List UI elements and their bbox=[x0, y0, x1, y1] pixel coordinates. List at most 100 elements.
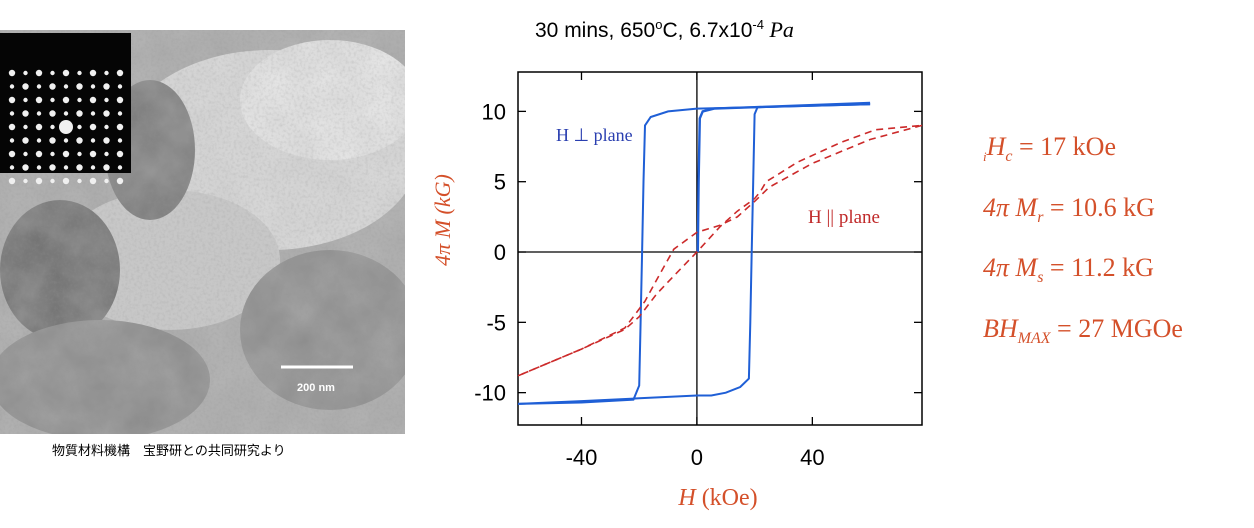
diffraction-spot bbox=[77, 178, 82, 184]
diffraction-spot bbox=[8, 150, 16, 158]
x-tick-label: 0 bbox=[691, 445, 703, 470]
diffraction-spot bbox=[22, 137, 29, 144]
diffraction-spot bbox=[104, 124, 109, 130]
diffraction-spot bbox=[103, 164, 110, 171]
property-coercivity: iHc = 17 kOe bbox=[983, 132, 1116, 166]
series-line bbox=[517, 124, 923, 377]
hysteresis-chart: 30 mins, 650oC, 6.7x10-4 Pa -40 0 40 -10 -5 0… bbox=[430, 17, 923, 511]
diffraction-spot bbox=[35, 177, 43, 185]
diffraction-spot bbox=[90, 111, 96, 116]
diffraction-spot bbox=[90, 84, 96, 89]
diffraction-spot bbox=[36, 138, 42, 143]
diffraction-spot bbox=[116, 177, 124, 185]
diffraction-spot bbox=[23, 178, 28, 184]
diffraction-spot bbox=[36, 165, 42, 170]
diffraction-spot bbox=[62, 150, 70, 158]
diffraction-spot bbox=[63, 111, 69, 116]
diffraction-spot bbox=[59, 120, 73, 134]
diffraction-spot bbox=[117, 84, 123, 89]
diffraction-spot bbox=[103, 137, 110, 144]
x-tick-label: 40 bbox=[800, 445, 824, 470]
diffraction-spot bbox=[49, 110, 56, 117]
diffraction-spot bbox=[63, 84, 69, 89]
diffraction-spot bbox=[50, 124, 55, 130]
diffraction-spot bbox=[22, 110, 29, 117]
diffraction-spot bbox=[90, 138, 96, 143]
series-line bbox=[517, 124, 923, 377]
diffraction-spot bbox=[8, 123, 16, 131]
diffraction-spot bbox=[77, 97, 82, 103]
y-tick-label: 0 bbox=[494, 240, 506, 265]
diffraction-spot bbox=[49, 137, 56, 144]
diffraction-spot bbox=[35, 96, 43, 104]
diffraction-spot bbox=[104, 97, 109, 103]
micrograph-caption: 物質材料機構 宝野研との共同研究より bbox=[52, 444, 286, 459]
diffraction-spot bbox=[117, 165, 123, 170]
property-energy-product: BHMAX = 27 MGOe bbox=[983, 314, 1183, 348]
diffraction-spot bbox=[36, 111, 42, 116]
diffraction-spot bbox=[36, 84, 42, 89]
diffraction-spot bbox=[89, 150, 97, 158]
diffraction-spot bbox=[89, 177, 97, 185]
diffraction-spot bbox=[90, 165, 96, 170]
scale-bar-label: 200 nm bbox=[297, 382, 335, 394]
diffraction-spot bbox=[117, 138, 123, 143]
diffraction-spot bbox=[9, 165, 15, 170]
y-tick-label: -10 bbox=[474, 381, 506, 406]
diffraction-spot bbox=[77, 70, 82, 76]
diffraction-spot bbox=[104, 70, 109, 76]
diffraction-spot bbox=[116, 123, 124, 131]
diffraction-spot bbox=[116, 150, 124, 158]
diffraction-spot bbox=[62, 177, 70, 185]
series-line bbox=[517, 103, 871, 405]
diffraction-spot bbox=[23, 151, 28, 157]
diffraction-spot bbox=[50, 97, 55, 103]
diffraction-spot bbox=[23, 97, 28, 103]
diffraction-spot bbox=[9, 84, 15, 89]
diffraction-spot bbox=[8, 69, 16, 77]
diffraction-spot bbox=[103, 83, 110, 90]
diffraction-spot bbox=[9, 138, 15, 143]
diffraction-spot bbox=[50, 70, 55, 76]
diffraction-spot bbox=[89, 96, 97, 104]
x-axis-label: H (kOe) bbox=[677, 485, 757, 511]
diffraction-spot bbox=[23, 70, 28, 76]
diffraction-spot bbox=[89, 69, 97, 77]
series-line bbox=[696, 101, 871, 253]
y-tick-label: -5 bbox=[486, 310, 506, 335]
diffraction-spot bbox=[35, 123, 43, 131]
diffraction-spot bbox=[63, 138, 69, 143]
x-tick-label: -40 bbox=[566, 445, 598, 470]
diffraction-spot bbox=[116, 69, 124, 77]
diffraction-spot bbox=[103, 110, 110, 117]
diffraction-spot bbox=[62, 69, 70, 77]
diffraction-spot bbox=[63, 165, 69, 170]
diffraction-spot bbox=[76, 83, 83, 90]
diffraction-spot bbox=[23, 124, 28, 130]
diffraction-spot bbox=[77, 151, 82, 157]
plot-frame bbox=[517, 71, 923, 426]
diffraction-spot bbox=[50, 151, 55, 157]
diffraction-spot bbox=[104, 178, 109, 184]
diffraction-spot bbox=[8, 96, 16, 104]
tem-micrograph: 200 nm bbox=[0, 30, 405, 434]
y-axis-label: 4π M (kG) bbox=[430, 174, 455, 266]
chart-title: 30 mins, 650oC, 6.7x10-4 Pa bbox=[535, 17, 794, 42]
diffraction-spot bbox=[62, 96, 70, 104]
diffraction-spot bbox=[50, 178, 55, 184]
diffraction-spot bbox=[117, 111, 123, 116]
diffraction-spot bbox=[76, 137, 83, 144]
diffraction-spot bbox=[116, 96, 124, 104]
diffraction-spot bbox=[35, 69, 43, 77]
property-saturation: 4π Ms = 11.2 kG bbox=[983, 253, 1154, 287]
diffraction-spot bbox=[104, 151, 109, 157]
diffraction-pattern-inset bbox=[0, 33, 131, 185]
annotation-perpendicular: H ⊥ plane bbox=[556, 125, 633, 145]
diffraction-spot bbox=[89, 123, 97, 131]
diffraction-spot bbox=[77, 124, 82, 130]
diffraction-spot bbox=[76, 110, 83, 117]
annotation-parallel: H || plane bbox=[808, 207, 880, 228]
diffraction-spot bbox=[49, 83, 56, 90]
diffraction-spot bbox=[22, 83, 29, 90]
property-remanence: 4π Mr = 10.6 kG bbox=[983, 193, 1155, 227]
